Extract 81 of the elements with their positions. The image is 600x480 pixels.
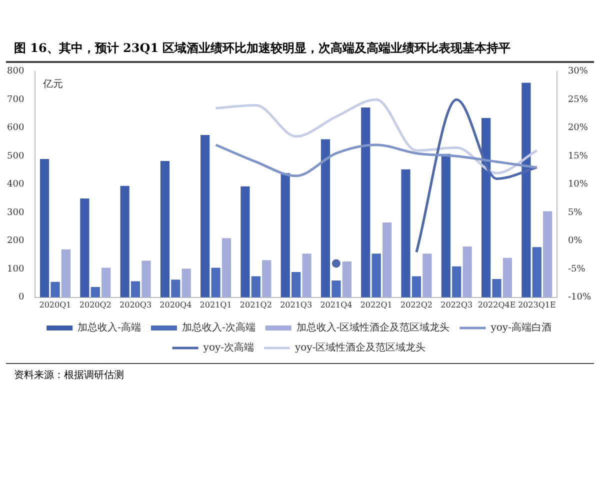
bar (492, 279, 502, 298)
y2-tick-label: 0% (568, 236, 583, 246)
y-axis-title: 亿元 (42, 78, 64, 90)
bar (240, 186, 250, 298)
legend-label: yoy-次高端 (202, 342, 254, 354)
x-tick-label: 2021Q2 (240, 300, 272, 310)
bar (120, 186, 130, 298)
bar (292, 272, 301, 298)
bar (412, 276, 422, 298)
x-tick-label: 2020Q3 (120, 300, 152, 310)
y-tick-label: 300 (6, 208, 24, 218)
y-tick-label: 700 (6, 94, 24, 105)
chart-title: 图 16、其中，预计 23Q1 区域酒业绩环比加速较明显，次高端及高端业绩环比表现基本持平 (6, 40, 594, 63)
bar (280, 173, 290, 298)
bar (543, 211, 552, 298)
bar (142, 260, 151, 298)
bar (251, 276, 260, 298)
bar (222, 238, 232, 298)
bar (532, 247, 542, 298)
bar (342, 262, 352, 298)
bar (372, 254, 381, 298)
y2-tick-label: 20% (568, 123, 588, 134)
bar (80, 198, 90, 298)
x-tick-label: 2022Q1 (360, 300, 392, 310)
bar (361, 108, 370, 298)
bar (182, 268, 191, 298)
x-tick-label: 2021Q3 (280, 300, 312, 310)
bar (462, 246, 472, 298)
y2-tick-label: 30% (568, 66, 588, 77)
bar (382, 222, 392, 298)
legend-label: 加总收入-次高端 (182, 322, 256, 334)
bar (320, 139, 330, 298)
bar (130, 281, 140, 298)
bar (482, 118, 491, 298)
y2-tick-label: 15% (568, 151, 588, 162)
bar (40, 158, 50, 298)
bar (102, 268, 111, 298)
x-tick-label: 2020Q2 (79, 300, 112, 310)
x-tick-label: 2020Q1 (39, 300, 72, 310)
bar (401, 169, 410, 298)
y2-tick-label: -10% (568, 292, 592, 303)
bar (262, 260, 272, 298)
y-tick-label: 200 (6, 236, 24, 246)
x-tick-label: 2020Q4 (160, 300, 192, 310)
y2-tick-label: -5% (568, 264, 586, 274)
y2-tick-label: 5% (568, 208, 583, 218)
y-tick-label: 100 (6, 264, 24, 274)
legend-label: 加总收入-高端 (78, 322, 141, 334)
x-tick-label: 2022Q2 (400, 300, 432, 310)
y-tick-label: 500 (6, 151, 24, 162)
x-tick-label: 2021Q1 (200, 300, 232, 310)
bar (61, 249, 70, 298)
bar (522, 82, 531, 298)
x-tick-label: 2023Q1E (518, 300, 556, 310)
x-tick-label: 2022Q3 (440, 300, 473, 310)
y2-tick-label: 10% (568, 180, 588, 190)
line-series (214, 144, 538, 178)
x-tick-label: 2022Q4E (478, 300, 516, 310)
y2-tick-label: 25% (568, 94, 588, 105)
bar (452, 266, 462, 298)
legend-label: yoy-高端白酒 (490, 322, 552, 334)
x-tick-label: 2021Q4 (320, 300, 352, 310)
y-tick-label: 0 (18, 292, 24, 303)
bar (302, 254, 312, 298)
bar (332, 280, 341, 298)
bar (90, 286, 100, 298)
bar (171, 280, 180, 298)
bar (50, 282, 60, 298)
bar (160, 160, 170, 298)
bar (211, 268, 220, 298)
bar (441, 154, 450, 298)
y-tick-label: 800 (6, 66, 24, 77)
bar (422, 254, 432, 298)
legend-label: 加总收入-区域性酒企及范区域龙头 (296, 322, 450, 334)
line-series (214, 98, 538, 174)
bar (502, 258, 512, 298)
legend-label: yoy-区域性酒企及范区域龙头 (294, 342, 426, 354)
text: 资料来源：根据调研估测 (14, 368, 125, 382)
bar (200, 134, 210, 298)
y-tick-label: 600 (6, 123, 24, 134)
y-tick-label: 400 (6, 180, 24, 190)
